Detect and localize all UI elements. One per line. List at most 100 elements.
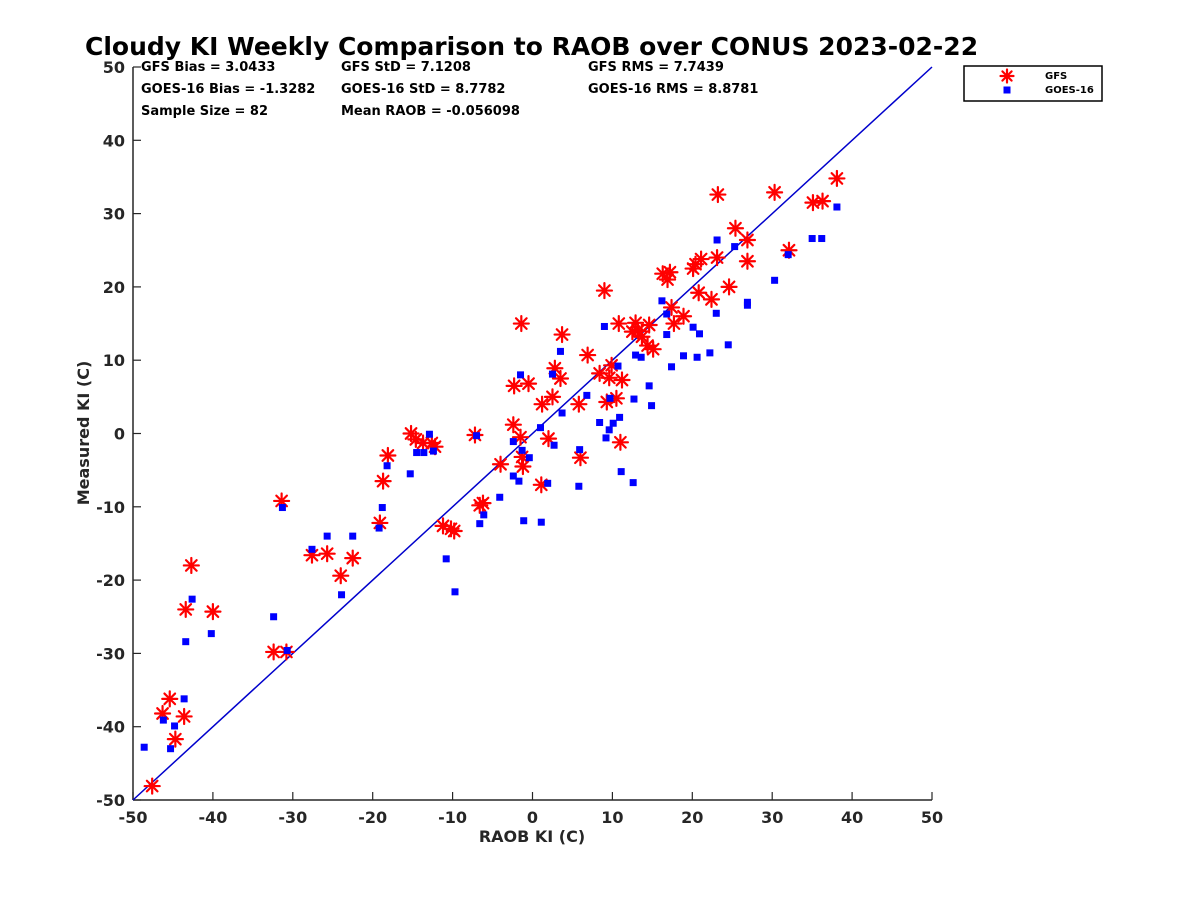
gfs-point [511,428,530,446]
gfs-point [143,777,161,795]
gfs-point [720,278,738,296]
goes16-point [544,479,552,487]
goes16-point [323,532,331,540]
x-tick-label: -20 [358,808,387,827]
series-goes16 [140,203,841,753]
gfs-point [738,231,757,249]
goes16-point [663,310,671,318]
chart-title: Cloudy KI Weekly Comparison to RAOB over… [85,32,978,61]
goes16-point [724,341,732,349]
gfs-point [166,730,184,748]
goes16-point [606,394,614,402]
axes: -50 -40 -30 -20 -10 0 10 20 30 40 50 -50 -40 -30 -20 -1… [96,58,943,827]
goes16-point [270,613,278,621]
goes16-point [536,424,544,432]
goes16-point [188,595,196,603]
goes16-point [182,638,190,646]
stats-block: GFS Bias = 3.0433 GFS StD = 7.1208 GFS RMS… [141,60,758,119]
goes16-point [425,430,433,438]
x-tick-label: -30 [278,808,307,827]
gfs-point [491,455,510,473]
x-tick-label: -10 [438,808,467,827]
x-tick-label: 20 [681,808,703,827]
gfs-point [533,395,551,413]
goes16-point [180,695,188,703]
stat-text: Sample Size = 82 [141,104,268,119]
gfs-point [504,416,522,434]
goes16-point [629,479,637,487]
y-tick-label: 50 [103,58,125,77]
gfs-point [610,314,628,333]
goes16-point [476,520,484,528]
gfs-point [708,248,726,267]
gfs-point [611,433,629,451]
gfs-point [332,567,350,585]
gfs-point [474,494,492,512]
gfs-point [371,514,389,532]
gfs-point [519,375,538,393]
goes16-point [617,468,625,476]
goes16-point [518,446,526,454]
gfs-point [505,377,523,395]
goes16-point [668,363,676,371]
goes16-point [632,351,640,359]
goes16-point [520,517,528,525]
gfs-point [543,388,562,406]
legend-goes16-label: GOES-16 [1045,85,1094,96]
goes16-point [658,297,666,305]
reference-line-group [132,66,933,801]
goes16-point [645,382,653,390]
legend-goes16-symbol [1003,86,1011,94]
y-tick-label: -20 [96,571,125,590]
y-tick-label: 20 [103,278,125,297]
gfs-point [600,369,618,387]
y-tick-label: 40 [103,131,125,150]
x-tick-label: 40 [841,808,863,827]
legend-goes16-marker [1003,86,1011,94]
legend-gfs-symbol [999,68,1015,84]
goes16-point [583,391,591,399]
stat-text: GOES-16 StD = 8.7782 [341,82,505,97]
x-tick-label: 0 [527,808,538,827]
legend-gfs-marker [999,68,1015,84]
gfs-point [204,603,222,621]
gfs-point [512,314,530,333]
goes16-point [558,409,566,417]
y-tick-label: 30 [103,205,125,224]
goes16-point [609,419,617,427]
goes16-point [596,419,604,427]
stat-text: Mean RAOB = -0.056098 [341,104,520,119]
gfs-point [182,556,200,575]
gfs-point [640,316,658,334]
y-tick-label: -10 [96,498,125,517]
gfs-point [374,472,392,490]
goes16-point [648,402,656,410]
y-axis-label: Measured KI (C) [74,361,93,506]
gfs-point [514,457,532,476]
goes16-point [496,493,504,501]
gfs-point [595,281,614,300]
goes16-point [808,235,816,243]
goes16-point [378,504,386,512]
gfs-point [644,340,662,358]
stat-text: GFS RMS = 7.7439 [588,60,724,75]
gfs-point [633,328,651,346]
gfs-point [379,446,397,465]
goes16-point [630,395,638,403]
goes16-point [680,352,688,360]
gfs-point [607,389,625,407]
series-gfs [143,169,846,795]
gfs-point [344,549,362,567]
goes16-point [406,470,414,478]
goes16-point [171,722,179,730]
goes16-point [509,472,517,480]
goes16-point [308,545,316,553]
goes16-point [548,370,556,378]
goes16-point [517,371,525,379]
goes16-point [602,434,610,442]
gfs-point [738,252,757,270]
x-tick-label: -40 [198,808,227,827]
goes16-point [743,301,751,309]
goes16-point [731,243,739,251]
goes16-point [480,511,488,519]
